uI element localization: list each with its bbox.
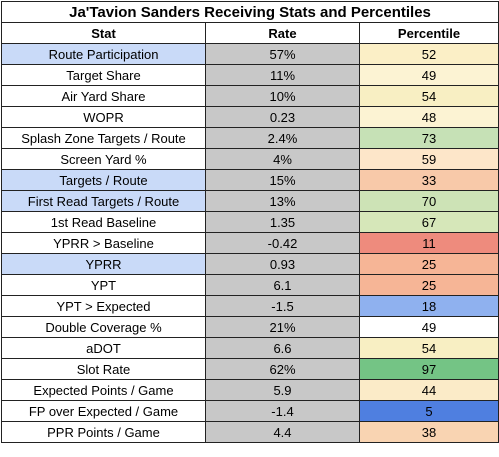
stat-cell: aDOT bbox=[1, 337, 206, 359]
table-row: aDOT 6.6 54 bbox=[1, 337, 499, 359]
stat-cell: Expected Points / Game bbox=[1, 379, 206, 401]
percentile-cell: 67 bbox=[359, 211, 499, 233]
rate-cell: -0.42 bbox=[205, 232, 360, 254]
stat-cell: Slot Rate bbox=[1, 358, 206, 380]
table-row: 1st Read Baseline 1.35 67 bbox=[1, 211, 499, 233]
table-row: First Read Targets / Route 13% 70 bbox=[1, 190, 499, 212]
rate-cell: 0.23 bbox=[205, 106, 360, 128]
rate-cell: 1.35 bbox=[205, 211, 360, 233]
table-row: Screen Yard % 4% 59 bbox=[1, 148, 499, 170]
rate-cell: 62% bbox=[205, 358, 360, 380]
table-row: YPRR > Baseline -0.42 11 bbox=[1, 232, 499, 254]
percentile-cell: 5 bbox=[359, 400, 499, 422]
stat-cell: Targets / Route bbox=[1, 169, 206, 191]
stat-cell: Target Share bbox=[1, 64, 206, 86]
rate-cell: 57% bbox=[205, 43, 360, 65]
stat-cell: Double Coverage % bbox=[1, 316, 206, 338]
rate-cell: 4% bbox=[205, 148, 360, 170]
table-row: Splash Zone Targets / Route 2.4% 73 bbox=[1, 127, 499, 149]
rate-cell: 4.4 bbox=[205, 421, 360, 443]
stat-cell: YPRR > Baseline bbox=[1, 232, 206, 254]
percentile-cell: 11 bbox=[359, 232, 499, 254]
percentile-cell: 25 bbox=[359, 253, 499, 275]
rate-cell: 6.1 bbox=[205, 274, 360, 296]
table-row: FP over Expected / Game -1.4 5 bbox=[1, 400, 499, 422]
percentile-cell: 49 bbox=[359, 316, 499, 338]
rate-cell: 13% bbox=[205, 190, 360, 212]
percentile-cell: 59 bbox=[359, 148, 499, 170]
receiving-stats-table: Ja'Tavion Sanders Receiving Stats and Pe… bbox=[1, 1, 499, 443]
header-row: Stat Rate Percentile bbox=[1, 22, 499, 44]
stat-cell: Splash Zone Targets / Route bbox=[1, 127, 206, 149]
stat-cell: Air Yard Share bbox=[1, 85, 206, 107]
stat-cell: WOPR bbox=[1, 106, 206, 128]
stat-column-header: Stat bbox=[1, 22, 206, 44]
rate-column-header: Rate bbox=[205, 22, 360, 44]
rate-cell: 11% bbox=[205, 64, 360, 86]
stat-cell: PPR Points / Game bbox=[1, 421, 206, 443]
percentile-cell: 44 bbox=[359, 379, 499, 401]
percentile-cell: 54 bbox=[359, 85, 499, 107]
title-row: Ja'Tavion Sanders Receiving Stats and Pe… bbox=[1, 1, 499, 23]
table-row: Route Participation 57% 52 bbox=[1, 43, 499, 65]
percentile-cell: 49 bbox=[359, 64, 499, 86]
rate-cell: 2.4% bbox=[205, 127, 360, 149]
table-row: YPRR 0.93 25 bbox=[1, 253, 499, 275]
rate-cell: 21% bbox=[205, 316, 360, 338]
percentile-column-header: Percentile bbox=[359, 22, 499, 44]
percentile-cell: 97 bbox=[359, 358, 499, 380]
table-row: YPT > Expected -1.5 18 bbox=[1, 295, 499, 317]
percentile-cell: 33 bbox=[359, 169, 499, 191]
percentile-cell: 70 bbox=[359, 190, 499, 212]
table-title: Ja'Tavion Sanders Receiving Stats and Pe… bbox=[1, 1, 499, 23]
percentile-cell: 38 bbox=[359, 421, 499, 443]
stat-cell: YPT > Expected bbox=[1, 295, 206, 317]
table-row: YPT 6.1 25 bbox=[1, 274, 499, 296]
percentile-cell: 73 bbox=[359, 127, 499, 149]
stat-cell: Screen Yard % bbox=[1, 148, 206, 170]
stat-cell: 1st Read Baseline bbox=[1, 211, 206, 233]
percentile-cell: 54 bbox=[359, 337, 499, 359]
percentile-cell: 25 bbox=[359, 274, 499, 296]
rate-cell: 15% bbox=[205, 169, 360, 191]
stat-cell: Route Participation bbox=[1, 43, 206, 65]
percentile-cell: 18 bbox=[359, 295, 499, 317]
rate-cell: 10% bbox=[205, 85, 360, 107]
rate-cell: 0.93 bbox=[205, 253, 360, 275]
stat-cell: FP over Expected / Game bbox=[1, 400, 206, 422]
table-row: Targets / Route 15% 33 bbox=[1, 169, 499, 191]
table-row: Expected Points / Game 5.9 44 bbox=[1, 379, 499, 401]
table-row: Air Yard Share 10% 54 bbox=[1, 85, 499, 107]
rate-cell: -1.5 bbox=[205, 295, 360, 317]
table-row: Slot Rate 62% 97 bbox=[1, 358, 499, 380]
table-row: PPR Points / Game 4.4 38 bbox=[1, 421, 499, 443]
stat-cell: YPT bbox=[1, 274, 206, 296]
stat-cell: YPRR bbox=[1, 253, 206, 275]
stat-cell: First Read Targets / Route bbox=[1, 190, 206, 212]
rate-cell: 6.6 bbox=[205, 337, 360, 359]
percentile-cell: 48 bbox=[359, 106, 499, 128]
table-row: Target Share 11% 49 bbox=[1, 64, 499, 86]
percentile-cell: 52 bbox=[359, 43, 499, 65]
rate-cell: -1.4 bbox=[205, 400, 360, 422]
table-row: WOPR 0.23 48 bbox=[1, 106, 499, 128]
table-row: Double Coverage % 21% 49 bbox=[1, 316, 499, 338]
rate-cell: 5.9 bbox=[205, 379, 360, 401]
